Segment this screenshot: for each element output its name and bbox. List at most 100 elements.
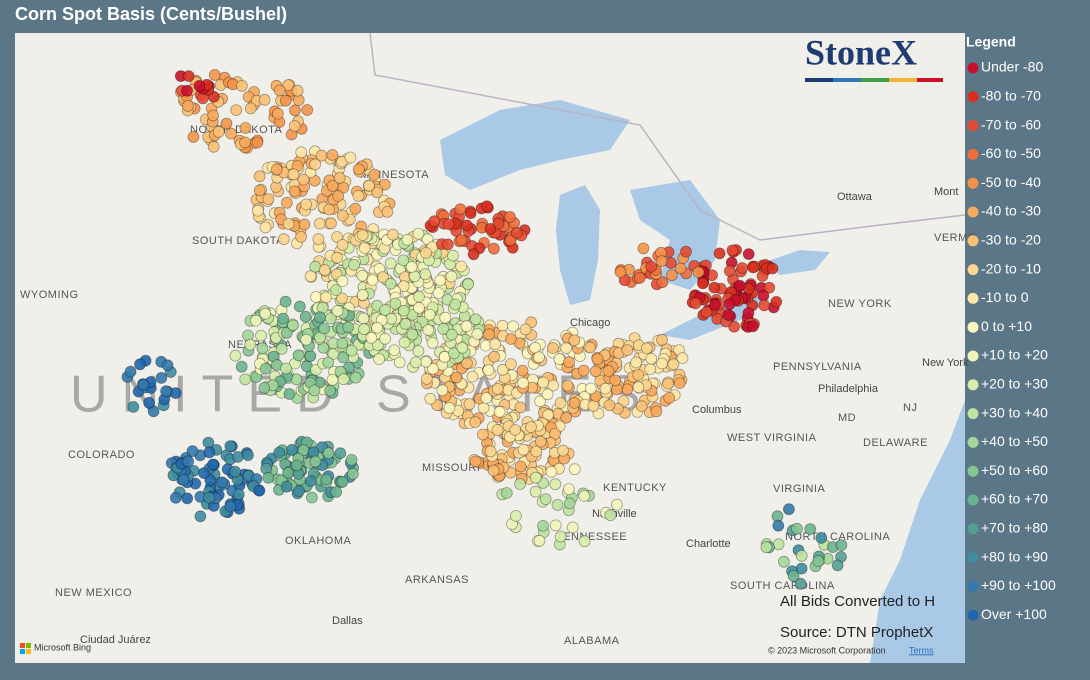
bid-dot	[356, 289, 369, 301]
bid-dot	[280, 326, 293, 339]
logo-bar	[917, 78, 943, 82]
bid-dot	[332, 190, 345, 203]
bid-dot	[757, 289, 770, 302]
bid-dot	[460, 219, 473, 232]
bid-dot	[633, 271, 646, 284]
bid-dot	[337, 351, 350, 364]
bid-dot	[358, 242, 371, 255]
bid-dot	[336, 238, 349, 251]
bid-dot	[326, 179, 339, 192]
bid-dot	[504, 358, 517, 371]
bid-dot	[747, 320, 759, 333]
bid-dot	[445, 270, 458, 283]
bid-dot	[384, 257, 397, 270]
legend-swatch	[967, 62, 979, 74]
map-label: TENNESSEE	[556, 531, 627, 543]
bid-dot	[709, 298, 721, 311]
bid-dot	[772, 519, 785, 532]
legend-label: -40 to -30	[981, 203, 1041, 219]
bid-dot	[285, 443, 298, 456]
bid-dot	[517, 377, 530, 389]
terms-link[interactable]: Terms	[909, 645, 934, 655]
bid-dot	[455, 260, 468, 273]
map-label: SOUTH CAROLINA	[730, 580, 835, 592]
bid-dot	[554, 530, 567, 543]
bid-dot	[484, 445, 497, 458]
bid-dot	[742, 248, 755, 261]
bid-dot	[723, 298, 736, 311]
bid-dot	[450, 371, 463, 384]
bid-dot	[566, 521, 579, 534]
bid-dot	[279, 94, 292, 107]
bid-dot	[326, 373, 339, 386]
bid-dot	[251, 204, 264, 217]
bid-dot	[235, 360, 248, 373]
map-label: Philadelphia	[818, 383, 879, 395]
bid-dot	[650, 405, 663, 418]
bid-dot	[469, 416, 482, 429]
bid-dot	[124, 365, 137, 378]
bid-dot	[700, 306, 713, 319]
bid-dot	[617, 395, 630, 408]
legend-swatch	[967, 408, 979, 420]
bid-dot	[397, 304, 410, 317]
bid-dot	[611, 498, 623, 511]
bid-dot	[545, 465, 558, 478]
bid-dot	[412, 345, 425, 358]
bid-dot	[277, 312, 290, 325]
bid-dot	[424, 392, 437, 405]
bid-dot	[509, 424, 522, 436]
bid-dot	[454, 203, 467, 216]
bid-dot	[614, 266, 627, 279]
legend-swatch	[967, 321, 979, 333]
bid-dot	[310, 363, 322, 376]
bid-dot	[325, 217, 337, 230]
bid-dot	[262, 471, 275, 484]
bid-dot	[464, 207, 477, 220]
bid-dot	[529, 471, 542, 484]
bid-dot	[434, 274, 447, 287]
bid-dot	[560, 411, 573, 424]
bid-dot	[456, 341, 469, 354]
bid-dot	[496, 319, 509, 332]
lake-michigan	[556, 185, 600, 305]
bid-dot	[155, 371, 168, 384]
legend-swatch	[967, 609, 979, 621]
bid-dot	[273, 446, 286, 459]
bid-dot	[778, 555, 790, 568]
bid-dot	[758, 299, 771, 312]
bid-dot	[589, 365, 602, 378]
bid-dot	[510, 510, 522, 522]
bid-dot	[609, 374, 622, 387]
legend-swatch	[967, 235, 979, 247]
bid-dot	[259, 221, 272, 234]
bid-dot	[398, 336, 411, 349]
bid-dot	[723, 265, 736, 277]
bid-dot	[443, 402, 456, 414]
bid-dot	[379, 332, 392, 345]
bid-dot	[551, 498, 564, 511]
legend-swatch	[967, 552, 979, 564]
map-label: Charlotte	[686, 538, 731, 550]
bid-dot	[469, 455, 482, 468]
bid-dot	[466, 370, 479, 383]
bid-dot	[287, 319, 299, 332]
bid-dot	[143, 396, 156, 409]
map-label: DELAWARE	[863, 437, 928, 449]
bid-dot	[455, 234, 468, 247]
bid-dot	[563, 497, 576, 510]
legend-label: Over +100	[981, 606, 1047, 622]
legend-label: +60 to +70	[981, 491, 1048, 507]
bid-dot	[492, 217, 505, 230]
bid-dot	[352, 189, 365, 202]
bid-dot	[604, 509, 617, 522]
bid-dot	[517, 443, 530, 456]
bid-dot	[504, 234, 517, 247]
bid-dot	[514, 460, 527, 473]
bid-dot	[244, 102, 257, 115]
bid-dot	[326, 149, 339, 161]
bid-dot	[318, 322, 331, 335]
bid-dot	[318, 264, 331, 276]
legend-swatch	[967, 91, 979, 103]
bid-dot	[194, 510, 207, 523]
